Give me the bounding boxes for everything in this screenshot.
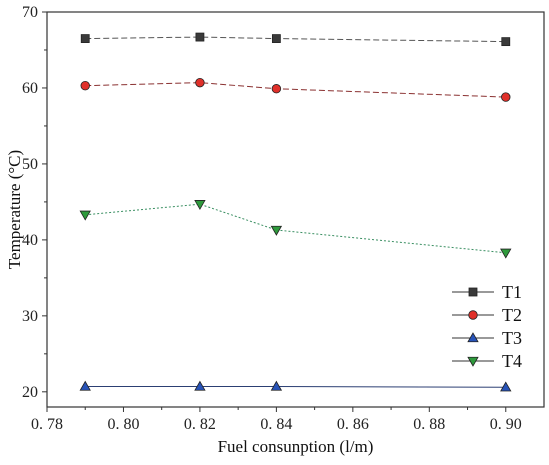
legend-label: T4 — [502, 351, 522, 371]
series-line-t2 — [85, 82, 506, 98]
data-point-t2 — [501, 92, 511, 102]
y-tick-label: 50 — [22, 156, 38, 173]
data-point-t3 — [79, 380, 91, 391]
legend-marker — [468, 287, 478, 297]
legend-item-t4: T4 — [452, 351, 522, 371]
legend-label: T2 — [502, 305, 522, 325]
series-layer — [79, 32, 512, 392]
data-point-t3 — [500, 381, 512, 392]
series-t2 — [80, 77, 511, 102]
y-tick-label: 30 — [22, 308, 38, 325]
legend-marker — [467, 356, 479, 367]
data-point-t1 — [271, 34, 281, 43]
y-tick-label: 60 — [22, 80, 38, 97]
data-point-t2 — [80, 80, 90, 91]
y-tick-label: 20 — [22, 384, 38, 401]
data-point-t4 — [500, 248, 512, 259]
axes-layer: 0. 78 0. 80 0. 82 0. 84 0. 86 0. 88 0. 90 20 30 4… — [22, 4, 545, 433]
data-point-t1 — [195, 32, 205, 42]
series-t1 — [80, 32, 511, 47]
legend-item-t3: T3 — [452, 328, 522, 348]
legend-item-t2: T2 — [452, 305, 522, 325]
series-line-t3 — [85, 385, 506, 388]
x-tick-label: 0. 82 — [184, 416, 216, 433]
y-tick-label: 40 — [22, 232, 38, 249]
data-point-t1 — [501, 37, 511, 47]
series-line-t1 — [85, 36, 506, 43]
data-point-t1 — [80, 34, 90, 43]
legend: T1 T2 T3 T4 — [452, 282, 522, 371]
plot-frame — [46, 11, 545, 408]
series-t4 — [79, 200, 512, 259]
y-axis-title: Temperature (°C) — [5, 150, 24, 269]
data-point-t3 — [194, 380, 206, 391]
data-point-t4 — [194, 200, 206, 210]
y-tick-label: 70 — [22, 4, 38, 21]
x-axis-title: Fuel consunption (l/m) — [218, 437, 374, 456]
data-point-t4 — [79, 210, 91, 221]
legend-marker — [468, 310, 478, 320]
x-tick-label: 0. 84 — [260, 416, 292, 433]
x-tick-label: 0. 86 — [337, 416, 369, 433]
x-tick-label: 0. 80 — [107, 416, 139, 433]
data-point-t2 — [271, 84, 282, 94]
series-t3 — [79, 380, 512, 392]
data-point-t2 — [195, 77, 205, 88]
x-tick-label: 0. 88 — [413, 416, 445, 433]
legend-marker — [467, 332, 479, 343]
legend-label: T3 — [502, 328, 522, 348]
legend-label: T1 — [502, 282, 522, 302]
x-tick-label: 0. 78 — [31, 416, 63, 433]
series-line-t4 — [85, 203, 506, 254]
data-point-t3 — [270, 380, 283, 391]
legend-item-t1: T1 — [452, 282, 522, 302]
data-point-t4 — [270, 225, 283, 236]
x-tick-label: 0. 90 — [490, 416, 522, 433]
